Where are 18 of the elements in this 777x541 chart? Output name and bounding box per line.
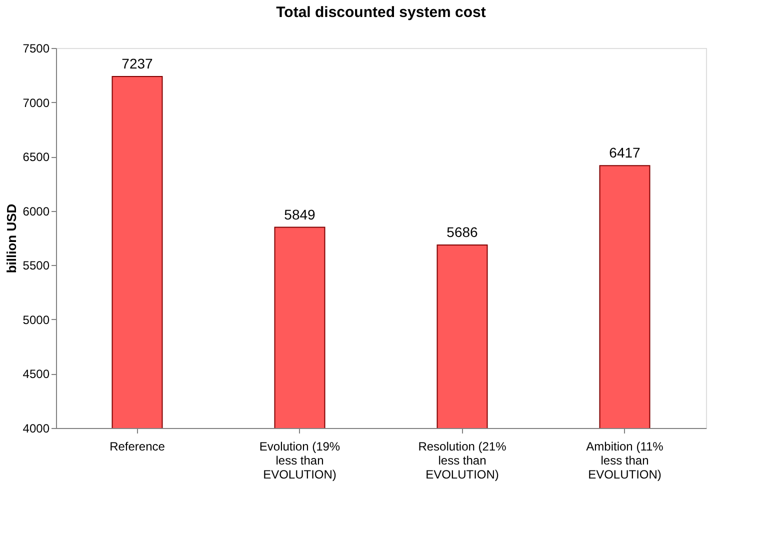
- y-tick-label: 4500: [22, 367, 50, 382]
- x-tick-label: Ambition (11% less than EVOLUTION): [586, 440, 664, 482]
- data-label: 5849: [284, 206, 316, 222]
- y-tick-label: 6000: [22, 204, 50, 218]
- x-tick-label: Evolution (19% less than EVOLUTION): [259, 440, 340, 482]
- y-axis-title: billion USD: [4, 204, 19, 274]
- x-tick-label: Resolution (21% less than EVOLUTION): [418, 440, 507, 482]
- y-tick-label: 7000: [22, 96, 50, 110]
- y-tick-label: 5000: [22, 312, 50, 327]
- chart-title: Total discounted system cost: [276, 4, 486, 21]
- x-tick-label: Reference: [110, 440, 166, 454]
- y-tick-label: 7500: [22, 42, 50, 56]
- y-tick-label: 6500: [22, 150, 50, 164]
- y-tick-label: 4000: [22, 422, 50, 436]
- data-label: 5686: [446, 224, 478, 240]
- y-tick-label: 5500: [22, 258, 50, 273]
- data-label: 7237: [122, 56, 154, 72]
- data-label: 6417: [609, 144, 641, 161]
